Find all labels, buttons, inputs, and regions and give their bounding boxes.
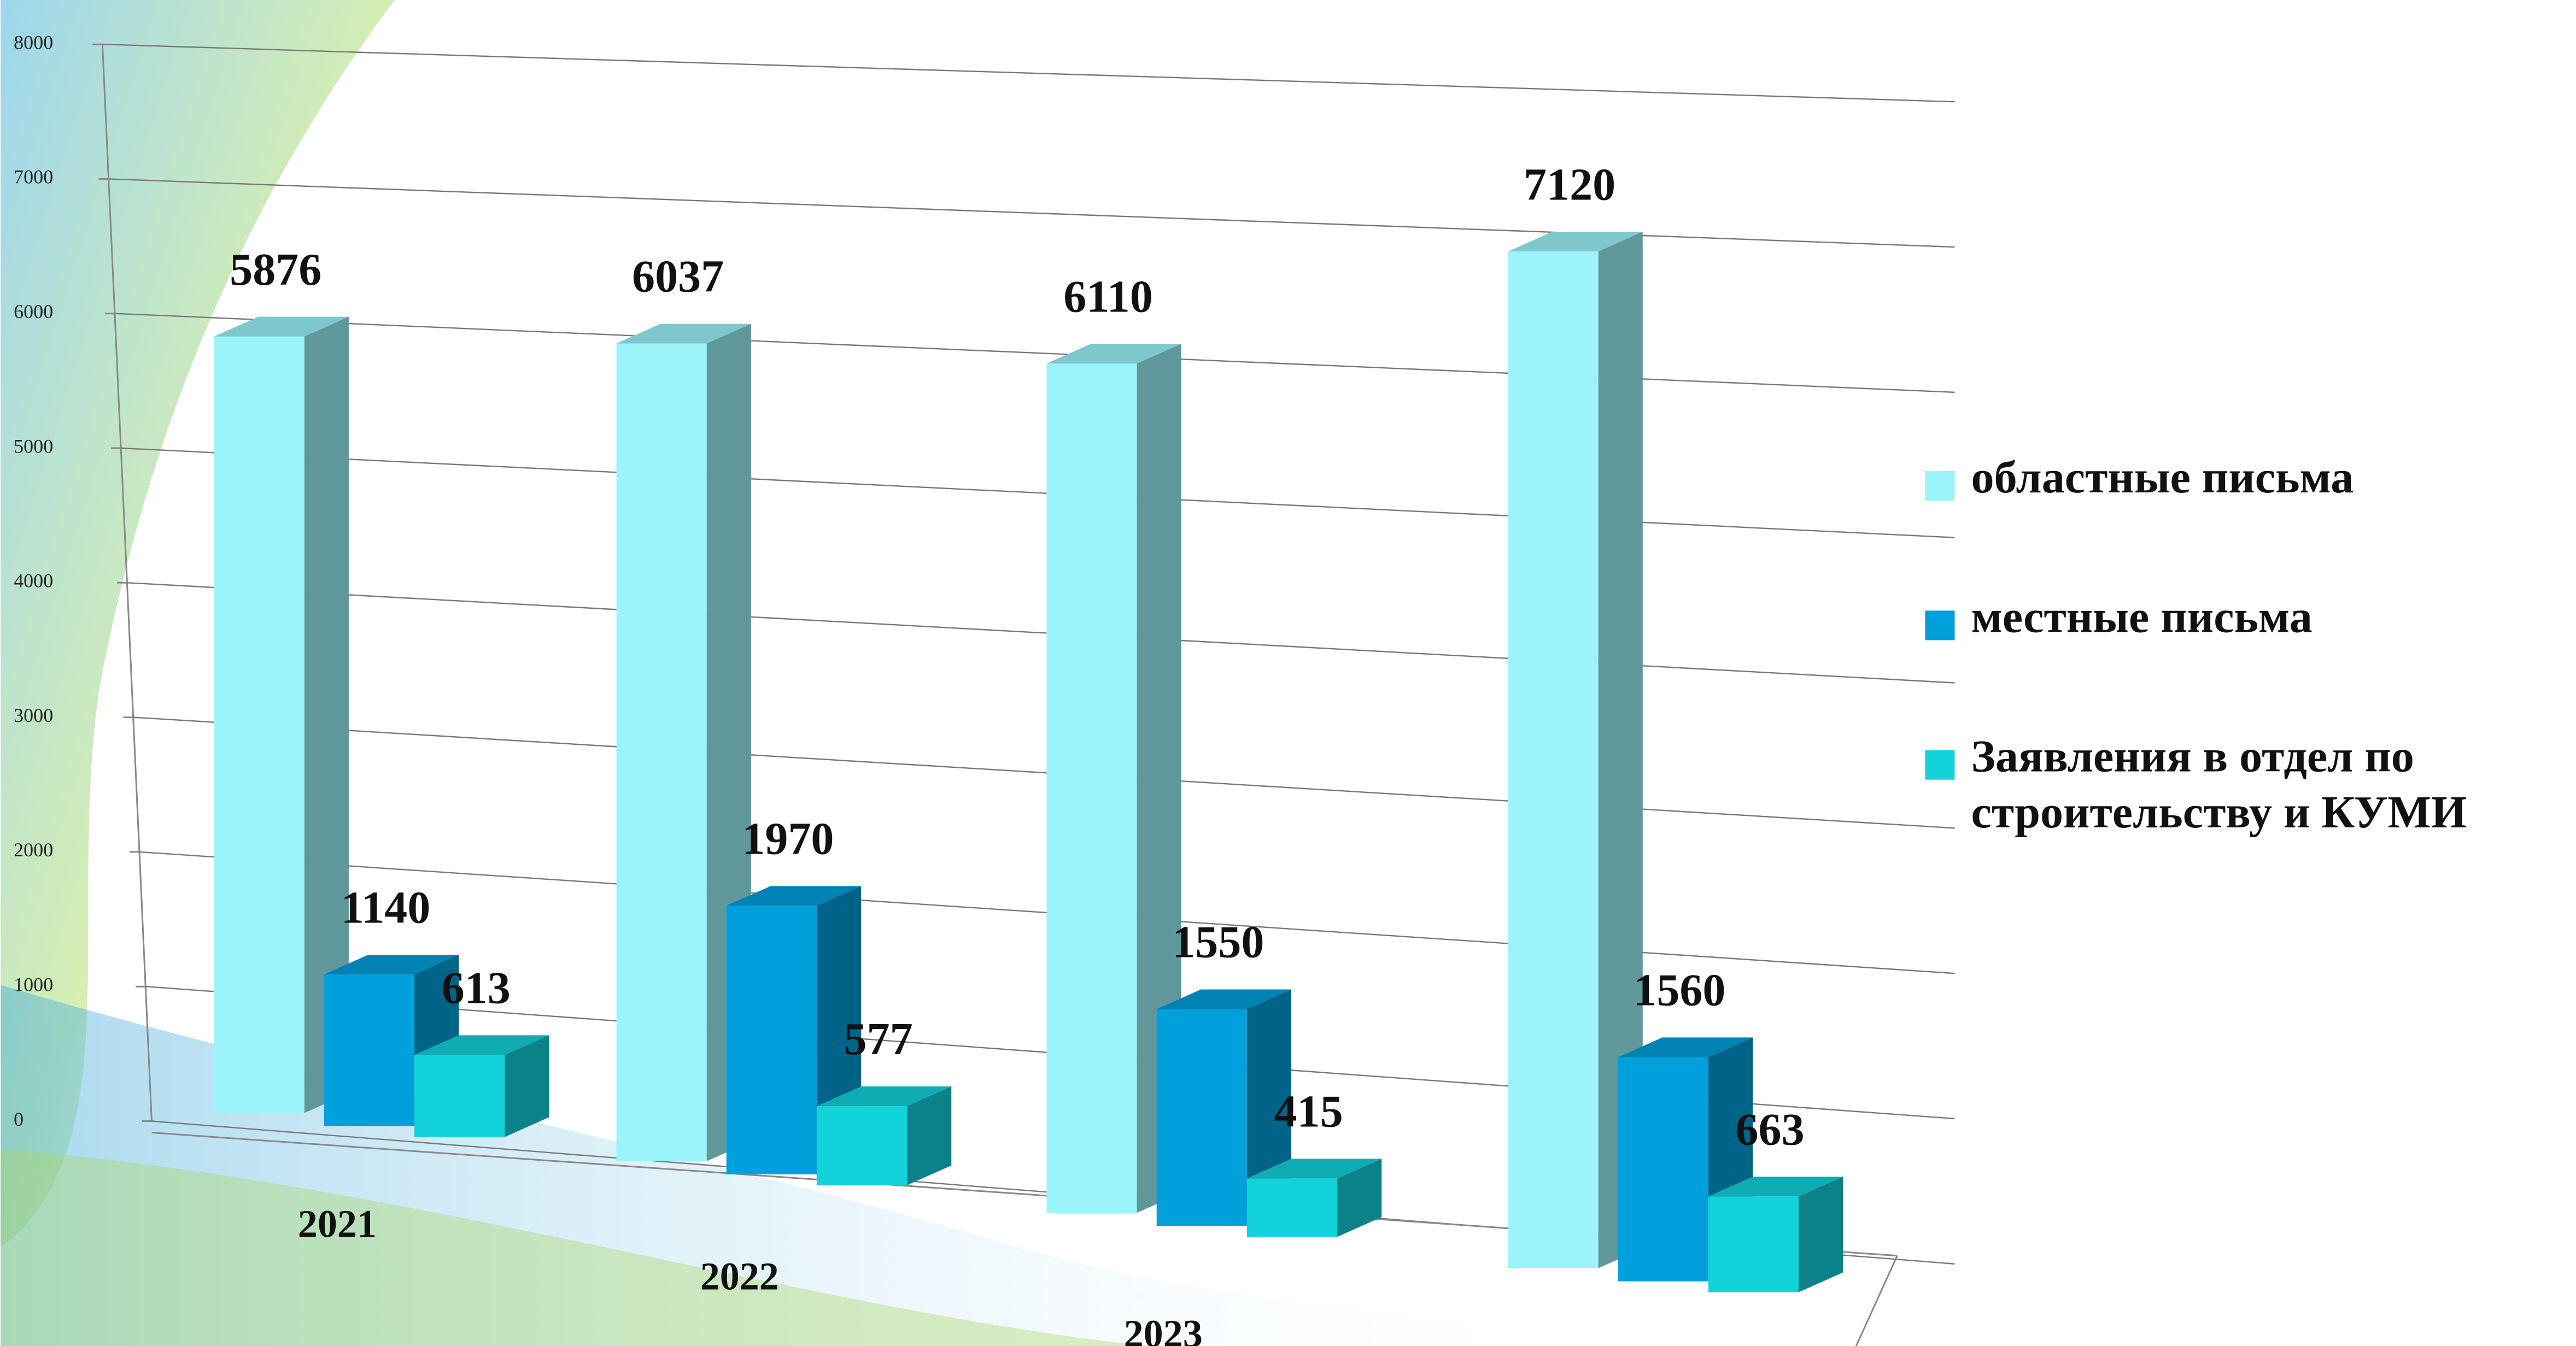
y-tick-label: 4000	[14, 570, 53, 592]
bar-side	[907, 1086, 952, 1185]
legend-entry: Заявления в отдел по строительству и КУМ…	[1971, 732, 2467, 839]
grid-line	[102, 43, 1955, 103]
y-tick-label: 1000	[14, 973, 53, 995]
value-label: 6110	[1063, 271, 1153, 322]
legend-label: Заявления в отдел по строительству и КУМ…	[1971, 732, 2467, 839]
y-tick-label: 3000	[14, 704, 53, 726]
y-tick-label: 8000	[14, 31, 53, 53]
bar	[1046, 363, 1137, 1213]
bar-side	[1799, 1177, 1843, 1292]
value-label: 1970	[742, 814, 834, 865]
bar-side	[304, 316, 349, 1113]
bar	[414, 1055, 505, 1137]
floor-edge	[1855, 1255, 1898, 1346]
legend-label: областные письма	[1971, 453, 2354, 504]
bar	[1618, 1057, 1708, 1282]
y-tick-label: 7000	[14, 166, 53, 188]
legend-label: местные письма	[1971, 592, 2312, 644]
value-label: 6037	[632, 251, 724, 302]
bar-top	[816, 1086, 952, 1107]
bar	[324, 974, 415, 1126]
bar-side	[505, 1035, 549, 1137]
bar-top	[1708, 1177, 1843, 1197]
legend-entry: местные письма	[1971, 592, 2312, 644]
bar	[726, 906, 817, 1174]
grid-line	[127, 582, 1955, 684]
value-label: 1550	[1172, 917, 1264, 968]
bar-top	[214, 316, 349, 337]
bar-top	[726, 886, 862, 906]
bar-top	[616, 324, 751, 344]
grid-line	[133, 716, 1955, 829]
value-label: 1560	[1634, 965, 1725, 1016]
bar	[1708, 1196, 1799, 1292]
bar-top	[414, 1035, 549, 1055]
bar-side	[1137, 344, 1181, 1213]
bar	[816, 1106, 908, 1185]
y-tick-label: 6000	[14, 301, 53, 322]
bar-top	[1246, 1159, 1382, 1179]
bar-top	[1046, 344, 1181, 364]
grid-line	[114, 313, 1955, 393]
bar	[214, 336, 305, 1113]
bar	[616, 343, 707, 1161]
y-tick-label: 0	[14, 1108, 24, 1130]
legend-entry: областные письма	[1971, 453, 2354, 504]
grid-line	[121, 447, 1955, 538]
value-label: 7120	[1524, 159, 1615, 210]
value-label: 1140	[341, 882, 431, 933]
grid-line	[108, 178, 1955, 248]
value-label: 5876	[230, 244, 321, 295]
bar-top	[324, 955, 459, 975]
bar	[1246, 1178, 1338, 1237]
legend-swatch	[1925, 471, 1955, 501]
bar	[1156, 1009, 1247, 1226]
legend-swatch	[1925, 610, 1955, 640]
bar-top	[1618, 1037, 1753, 1057]
x-tick-label: 2022	[700, 1254, 779, 1298]
y-tick-label: 5000	[14, 435, 53, 457]
bar-top	[1508, 232, 1643, 252]
bar-side	[1598, 232, 1643, 1268]
y-tick-label: 2000	[14, 839, 53, 861]
background	[1, 0, 1643, 1346]
bar-side	[1337, 1159, 1382, 1237]
bar-top	[1156, 989, 1292, 1009]
value-label: 577	[844, 1014, 913, 1065]
legend-swatch	[1925, 750, 1955, 780]
value-label: 613	[442, 963, 511, 1014]
x-tick-label: 2023	[1124, 1312, 1203, 1346]
x-tick-label: 2021	[298, 1202, 377, 1245]
value-label: 415	[1274, 1086, 1343, 1137]
value-label: 663	[1736, 1104, 1805, 1155]
bar	[1508, 251, 1599, 1268]
